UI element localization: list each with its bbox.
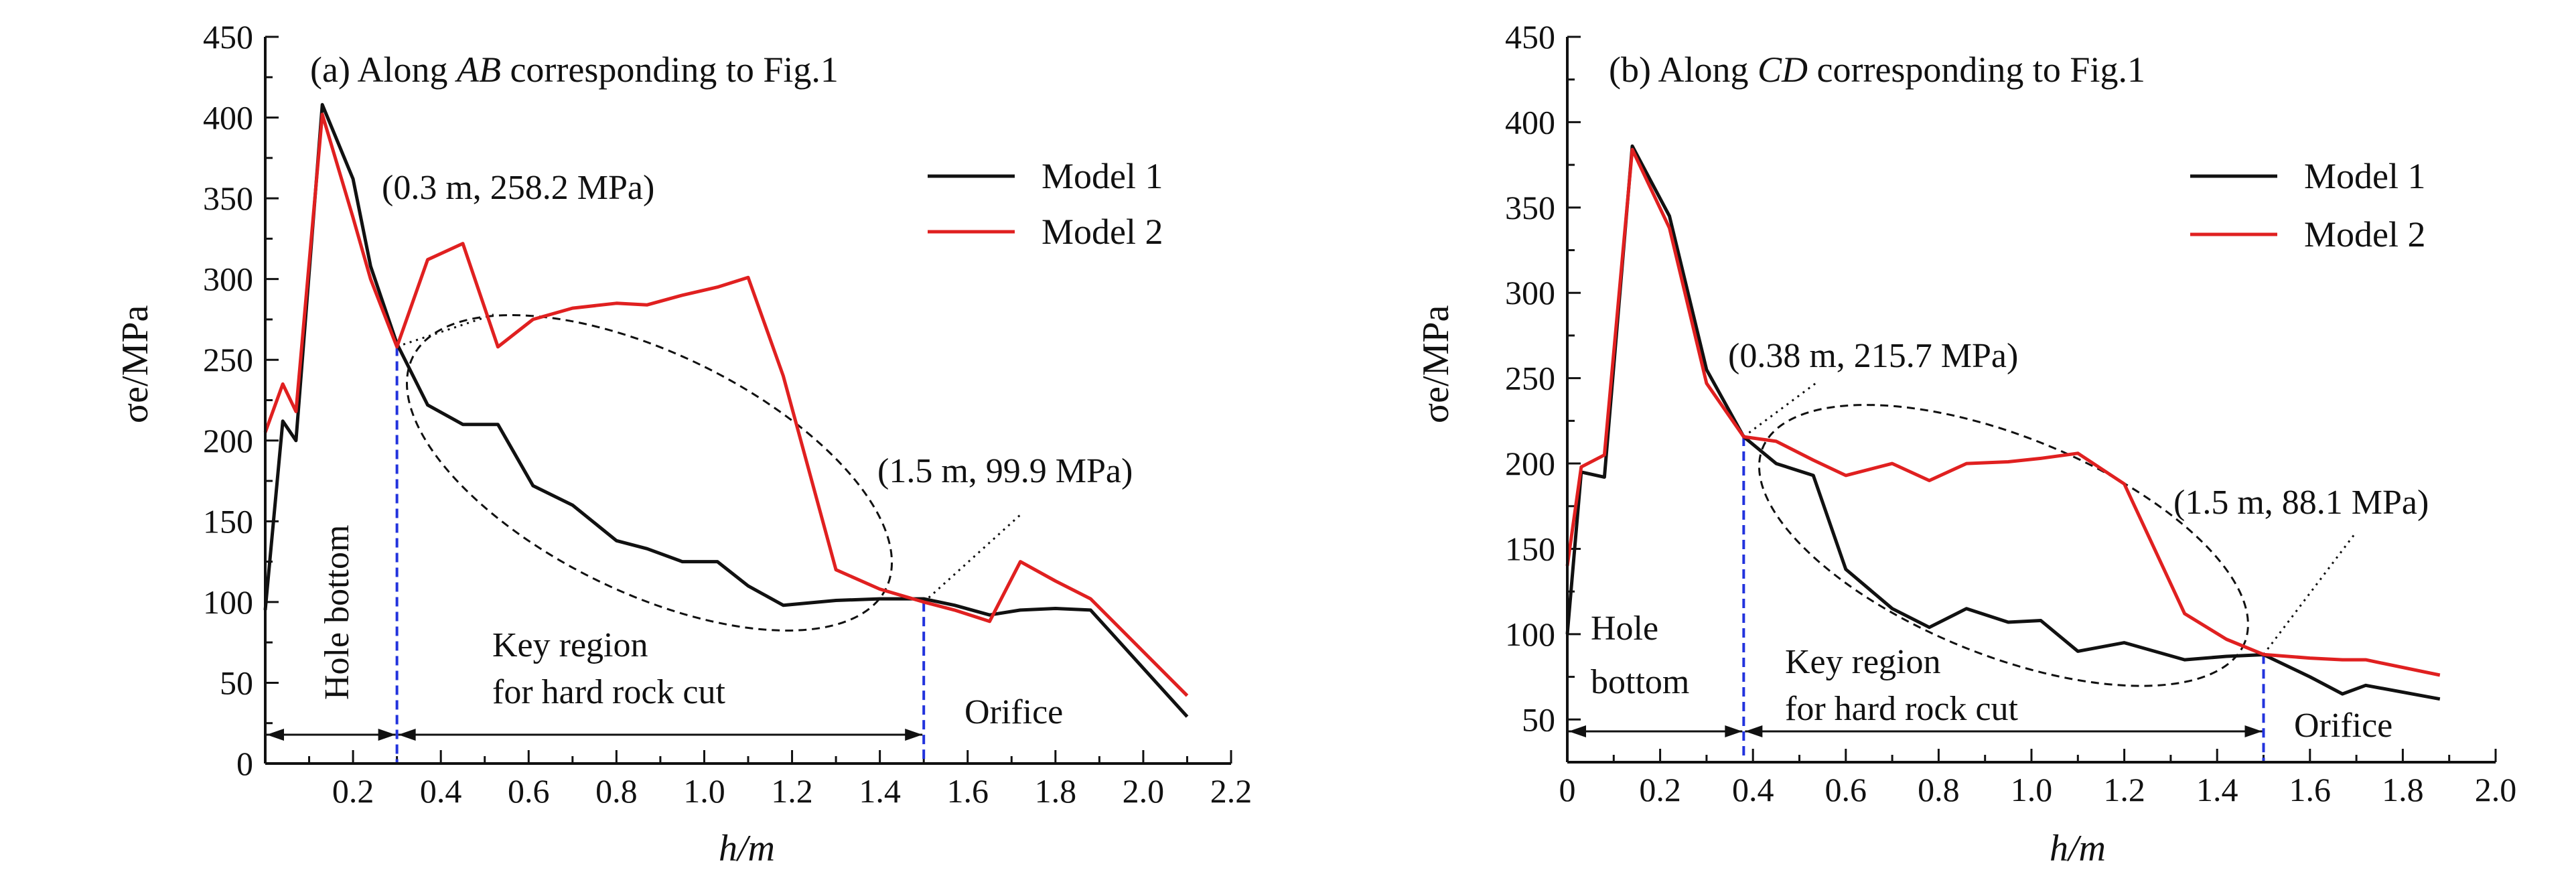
y-tick-label: 200 bbox=[203, 422, 253, 459]
key-region-ellipse bbox=[406, 314, 893, 632]
arrow-head-right bbox=[905, 729, 923, 741]
panel-a: 0.2 0.4 0.6 0.8 1.0 1.2 1.4 1.6 1.8 2.0 2.2 0 50 100… bbox=[115, 18, 1252, 869]
panel-a-axes bbox=[264, 37, 1231, 765]
key-region-ellipse bbox=[1758, 404, 2249, 687]
y-tick-label: 0 bbox=[236, 745, 253, 782]
x-tick-label: 0.4 bbox=[420, 772, 462, 810]
x-tick-label: 1.2 bbox=[771, 772, 813, 810]
y-tick-label: 250 bbox=[203, 341, 253, 378]
x-tick-label: 1.6 bbox=[2289, 771, 2332, 808]
y-tick-label: 300 bbox=[203, 261, 253, 298]
y-tick-label: 350 bbox=[1505, 189, 1555, 226]
y-tick-label: 100 bbox=[203, 583, 253, 621]
y-tick-label: 50 bbox=[220, 664, 253, 701]
panel-b-region-key-line-2: for hard rock cut bbox=[1785, 690, 2019, 728]
x-tick-label: 0 bbox=[1559, 771, 1576, 808]
arrow-head-left bbox=[398, 729, 416, 741]
panel-b-region-hole-line-2: bottom bbox=[1591, 663, 1689, 701]
x-tick-label: 2.0 bbox=[1123, 772, 1165, 810]
panel-a-region-key-line-2: for hard rock cut bbox=[492, 673, 726, 711]
arrow-head-right bbox=[2244, 725, 2263, 737]
panel-b-xlabel: h/m bbox=[2050, 828, 2106, 869]
x-tick-label: 1.0 bbox=[2011, 771, 2053, 808]
arrow-head-right bbox=[378, 729, 396, 741]
y-tick-label: 300 bbox=[1505, 274, 1555, 311]
x-tick-label: 0.6 bbox=[508, 772, 550, 810]
series-line-model-1 bbox=[263, 102, 1189, 718]
series-line-model-2 bbox=[263, 113, 1189, 697]
x-tick-label: 0.8 bbox=[595, 772, 638, 810]
panel-a-xlabel: h/m bbox=[719, 828, 775, 869]
panel-a-x-ticks: 0.2 0.4 0.6 0.8 1.0 1.2 1.4 1.6 1.8 2.0 2.2 bbox=[308, 750, 1253, 810]
panel-a-annotation-2: (1.5 m, 99.9 MPa) bbox=[877, 452, 1133, 490]
y-tick-label: 400 bbox=[1505, 103, 1555, 141]
x-tick-label: 1.4 bbox=[2196, 771, 2238, 808]
panel-a-region-orifice: Orifice bbox=[964, 693, 1063, 731]
y-tick-label: 450 bbox=[1505, 18, 1555, 56]
panel-b-series bbox=[1565, 144, 2441, 701]
x-tick-label: 1.8 bbox=[1035, 772, 1077, 810]
x-tick-label: 0.2 bbox=[332, 772, 374, 810]
y-tick-label: 100 bbox=[1505, 615, 1555, 653]
arrow-head-right bbox=[1725, 725, 1743, 737]
panel-a-marks bbox=[267, 313, 1021, 764]
y-tick-label: 50 bbox=[1522, 701, 1555, 738]
panel-a-y-ticks: 0 50 100 150 200 250 300 350 400 450 bbox=[203, 18, 279, 782]
y-tick-label: 350 bbox=[203, 179, 253, 217]
x-tick-label: 2.0 bbox=[2475, 771, 2517, 808]
y-tick-label: 450 bbox=[203, 18, 253, 56]
panel-b-legend: Model 1 Model 2 bbox=[2190, 156, 2426, 255]
x-tick-label: 0.8 bbox=[1918, 771, 1960, 808]
arrow-head-left bbox=[1569, 725, 1586, 737]
panel-b-x-ticks: 0 0.2 0.4 0.6 0.8 1.0 1.2 1.4 1.6 1.8 2.0 bbox=[1559, 749, 2517, 808]
panel-a-region-key-line-1: Key region bbox=[492, 626, 648, 664]
x-tick-label: 1.2 bbox=[2103, 771, 2145, 808]
panel-b-ylabel: σe/MPa bbox=[1415, 305, 1457, 423]
panel-a-title: (a) Along AB corresponding to Fig.1 bbox=[310, 50, 839, 90]
x-tick-label: 1.6 bbox=[946, 772, 989, 810]
x-tick-label: 1.8 bbox=[2382, 771, 2424, 808]
series-line-model-1 bbox=[1565, 144, 2441, 701]
y-tick-label: 150 bbox=[203, 502, 253, 540]
y-tick-label: 200 bbox=[1505, 445, 1555, 482]
annotation-leader bbox=[923, 514, 1021, 603]
x-tick-label: 0.2 bbox=[1639, 771, 1681, 808]
series-line-model-2 bbox=[1565, 147, 2441, 677]
panel-b-annotation-2: (1.5 m, 88.1 MPa) bbox=[2173, 484, 2429, 522]
x-tick-label: 0.4 bbox=[1732, 771, 1774, 808]
x-tick-label: 1.0 bbox=[683, 772, 725, 810]
panel-b-region-orifice: Orifice bbox=[2294, 707, 2392, 745]
panel-a-legend-label-model-2: Model 2 bbox=[1042, 212, 1163, 252]
panel-a-legend: Model 1 Model 2 bbox=[928, 156, 1163, 252]
panel-b-region-key-line-1: Key region bbox=[1785, 643, 1940, 681]
x-tick-label: 1.4 bbox=[859, 772, 901, 810]
x-tick-label: 2.2 bbox=[1210, 772, 1253, 810]
panel-b-marks bbox=[1569, 380, 2358, 762]
arrow-head-left bbox=[1745, 725, 1763, 737]
y-tick-label: 400 bbox=[203, 99, 253, 137]
panel-b: 0 0.2 0.4 0.6 0.8 1.0 1.2 1.4 1.6 1.8 2.0 50 100 150… bbox=[1415, 18, 2516, 869]
panel-a-region-hole-bottom: Hole bottom bbox=[318, 525, 356, 700]
panel-b-annotation-1: (0.38 m, 215.7 MPa) bbox=[1728, 337, 2018, 375]
panel-b-region-hole-line-1: Hole bbox=[1591, 609, 1658, 648]
annotation-leader bbox=[2263, 531, 2358, 656]
panel-b-legend-label-model-2: Model 2 bbox=[2304, 214, 2426, 255]
panel-a-ylabel: σe/MPa bbox=[115, 305, 156, 423]
panel-a-annotation-1: (0.3 m, 258.2 MPa) bbox=[382, 169, 654, 207]
panel-b-axes bbox=[1566, 37, 2496, 764]
panel-b-legend-label-model-1: Model 1 bbox=[2304, 156, 2426, 196]
panel-b-title: (b) Along CD corresponding to Fig.1 bbox=[1609, 50, 2145, 90]
panel-a-series bbox=[263, 102, 1189, 718]
x-tick-label: 0.6 bbox=[1825, 771, 1867, 808]
arrow-head-left bbox=[267, 729, 284, 741]
panel-b-y-ticks: 50 100 150 200 250 300 350 400 450 bbox=[1505, 18, 1581, 738]
y-tick-label: 150 bbox=[1505, 530, 1555, 567]
panel-a-legend-label-model-1: Model 1 bbox=[1042, 156, 1163, 196]
y-tick-label: 250 bbox=[1505, 360, 1555, 397]
